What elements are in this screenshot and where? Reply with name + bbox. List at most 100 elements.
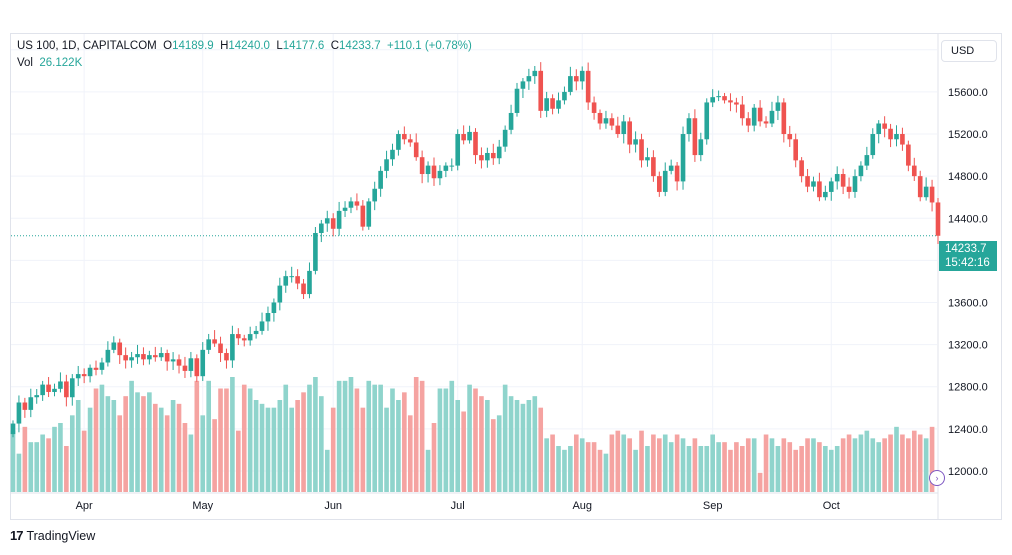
candle-body (99, 362, 105, 370)
candle-body (16, 402, 22, 424)
volume-bar (710, 434, 715, 492)
candle-body (538, 70, 544, 111)
y-tick-label: 14800.0 (948, 171, 988, 183)
volume-bar (224, 388, 229, 492)
candle-body (716, 96, 721, 98)
candle-body (206, 339, 211, 350)
candle-body (740, 104, 745, 119)
candle-body (283, 276, 289, 286)
candle-body (823, 191, 828, 198)
close-value: 14233.7 (339, 40, 381, 52)
volume-bar (876, 442, 882, 492)
candle-body (22, 402, 28, 410)
candle-body (573, 76, 579, 82)
candle-body (147, 355, 152, 360)
candle-body (846, 186, 852, 192)
volume-bar (591, 442, 597, 492)
volume-bar (692, 438, 698, 492)
candle-body (81, 374, 87, 377)
candle-body (639, 139, 644, 161)
volume-bar (490, 419, 496, 492)
volume-bar (384, 407, 389, 492)
volume-bar (141, 396, 146, 492)
volume-bar (793, 449, 799, 492)
volume-bar (75, 400, 81, 492)
volume-bar (348, 377, 354, 492)
candle-body (603, 118, 609, 124)
volume-bar (230, 377, 235, 492)
volume-bar (419, 380, 425, 492)
volume-bar (93, 388, 99, 492)
volume-bar (182, 423, 188, 492)
candle-body (799, 160, 804, 177)
chart-area[interactable] (10, 33, 1002, 520)
volume-bar (627, 438, 632, 492)
candle-body (449, 165, 455, 167)
volume-bar (579, 438, 585, 492)
volume-bar (212, 419, 217, 492)
candle-body (164, 353, 170, 362)
candle-body (271, 302, 277, 314)
candle-body (633, 139, 638, 145)
candle-body (319, 223, 324, 233)
volume-bar (651, 434, 656, 492)
candle-body (544, 98, 549, 111)
candle-body (935, 202, 941, 236)
candle-body (680, 134, 686, 182)
candle-body (224, 353, 229, 361)
candle-body (704, 102, 710, 140)
ohlc-legend: US 100, 1D, CAPITALCOM O14189.9 H14240.0… (17, 40, 472, 52)
candle-body (894, 134, 899, 140)
volume-bar (621, 434, 627, 492)
volume-bar (698, 446, 704, 492)
volume-bar (817, 442, 822, 492)
volume-bar (46, 438, 51, 492)
candle-body (769, 110, 775, 124)
candle-body (425, 165, 431, 175)
volume-bar (129, 380, 134, 492)
volume-bar (585, 442, 591, 492)
volume-bar (16, 453, 22, 492)
candle-body (710, 97, 715, 103)
scroll-to-realtime-icon[interactable]: › (929, 470, 945, 486)
candle-body (182, 365, 188, 371)
candle-body (870, 134, 876, 156)
currency-button[interactable]: USD (941, 40, 997, 62)
candle-body (342, 207, 348, 211)
candle-body (864, 155, 870, 166)
candle-body (627, 121, 632, 145)
volume-bar (437, 388, 443, 492)
candle-body (28, 397, 34, 410)
x-tick-label: Jun (324, 500, 342, 512)
candle-body (805, 176, 810, 187)
candle-body (87, 367, 93, 377)
candle-body (763, 121, 769, 124)
volume-bar (449, 380, 455, 492)
volume-bar (336, 380, 342, 492)
candle-body (728, 100, 733, 103)
volume-bar (319, 396, 324, 492)
x-tick-label: Apr (76, 500, 93, 512)
candle-body (384, 159, 389, 171)
candle-body (674, 165, 680, 182)
candle-body (10, 423, 16, 435)
volume-bar (111, 400, 117, 492)
candle-body (336, 210, 342, 229)
candle-body (698, 139, 704, 156)
close-label: C (330, 40, 340, 52)
tradingview-logo[interactable]: 17 TradingView (10, 528, 95, 543)
volume-bar (823, 446, 828, 492)
y-tick-label: 14400.0 (948, 213, 988, 225)
candle-body (609, 118, 615, 126)
candle-body (301, 283, 306, 295)
candle-body (129, 357, 134, 361)
candle-body (259, 321, 265, 331)
volume-bar (366, 380, 372, 492)
candle-body (657, 176, 662, 192)
volume-bar (840, 438, 846, 492)
candle-body (923, 186, 929, 198)
low-label: L (276, 40, 283, 52)
y-tick-label: 15600.0 (948, 87, 988, 99)
candle-body (811, 181, 816, 187)
